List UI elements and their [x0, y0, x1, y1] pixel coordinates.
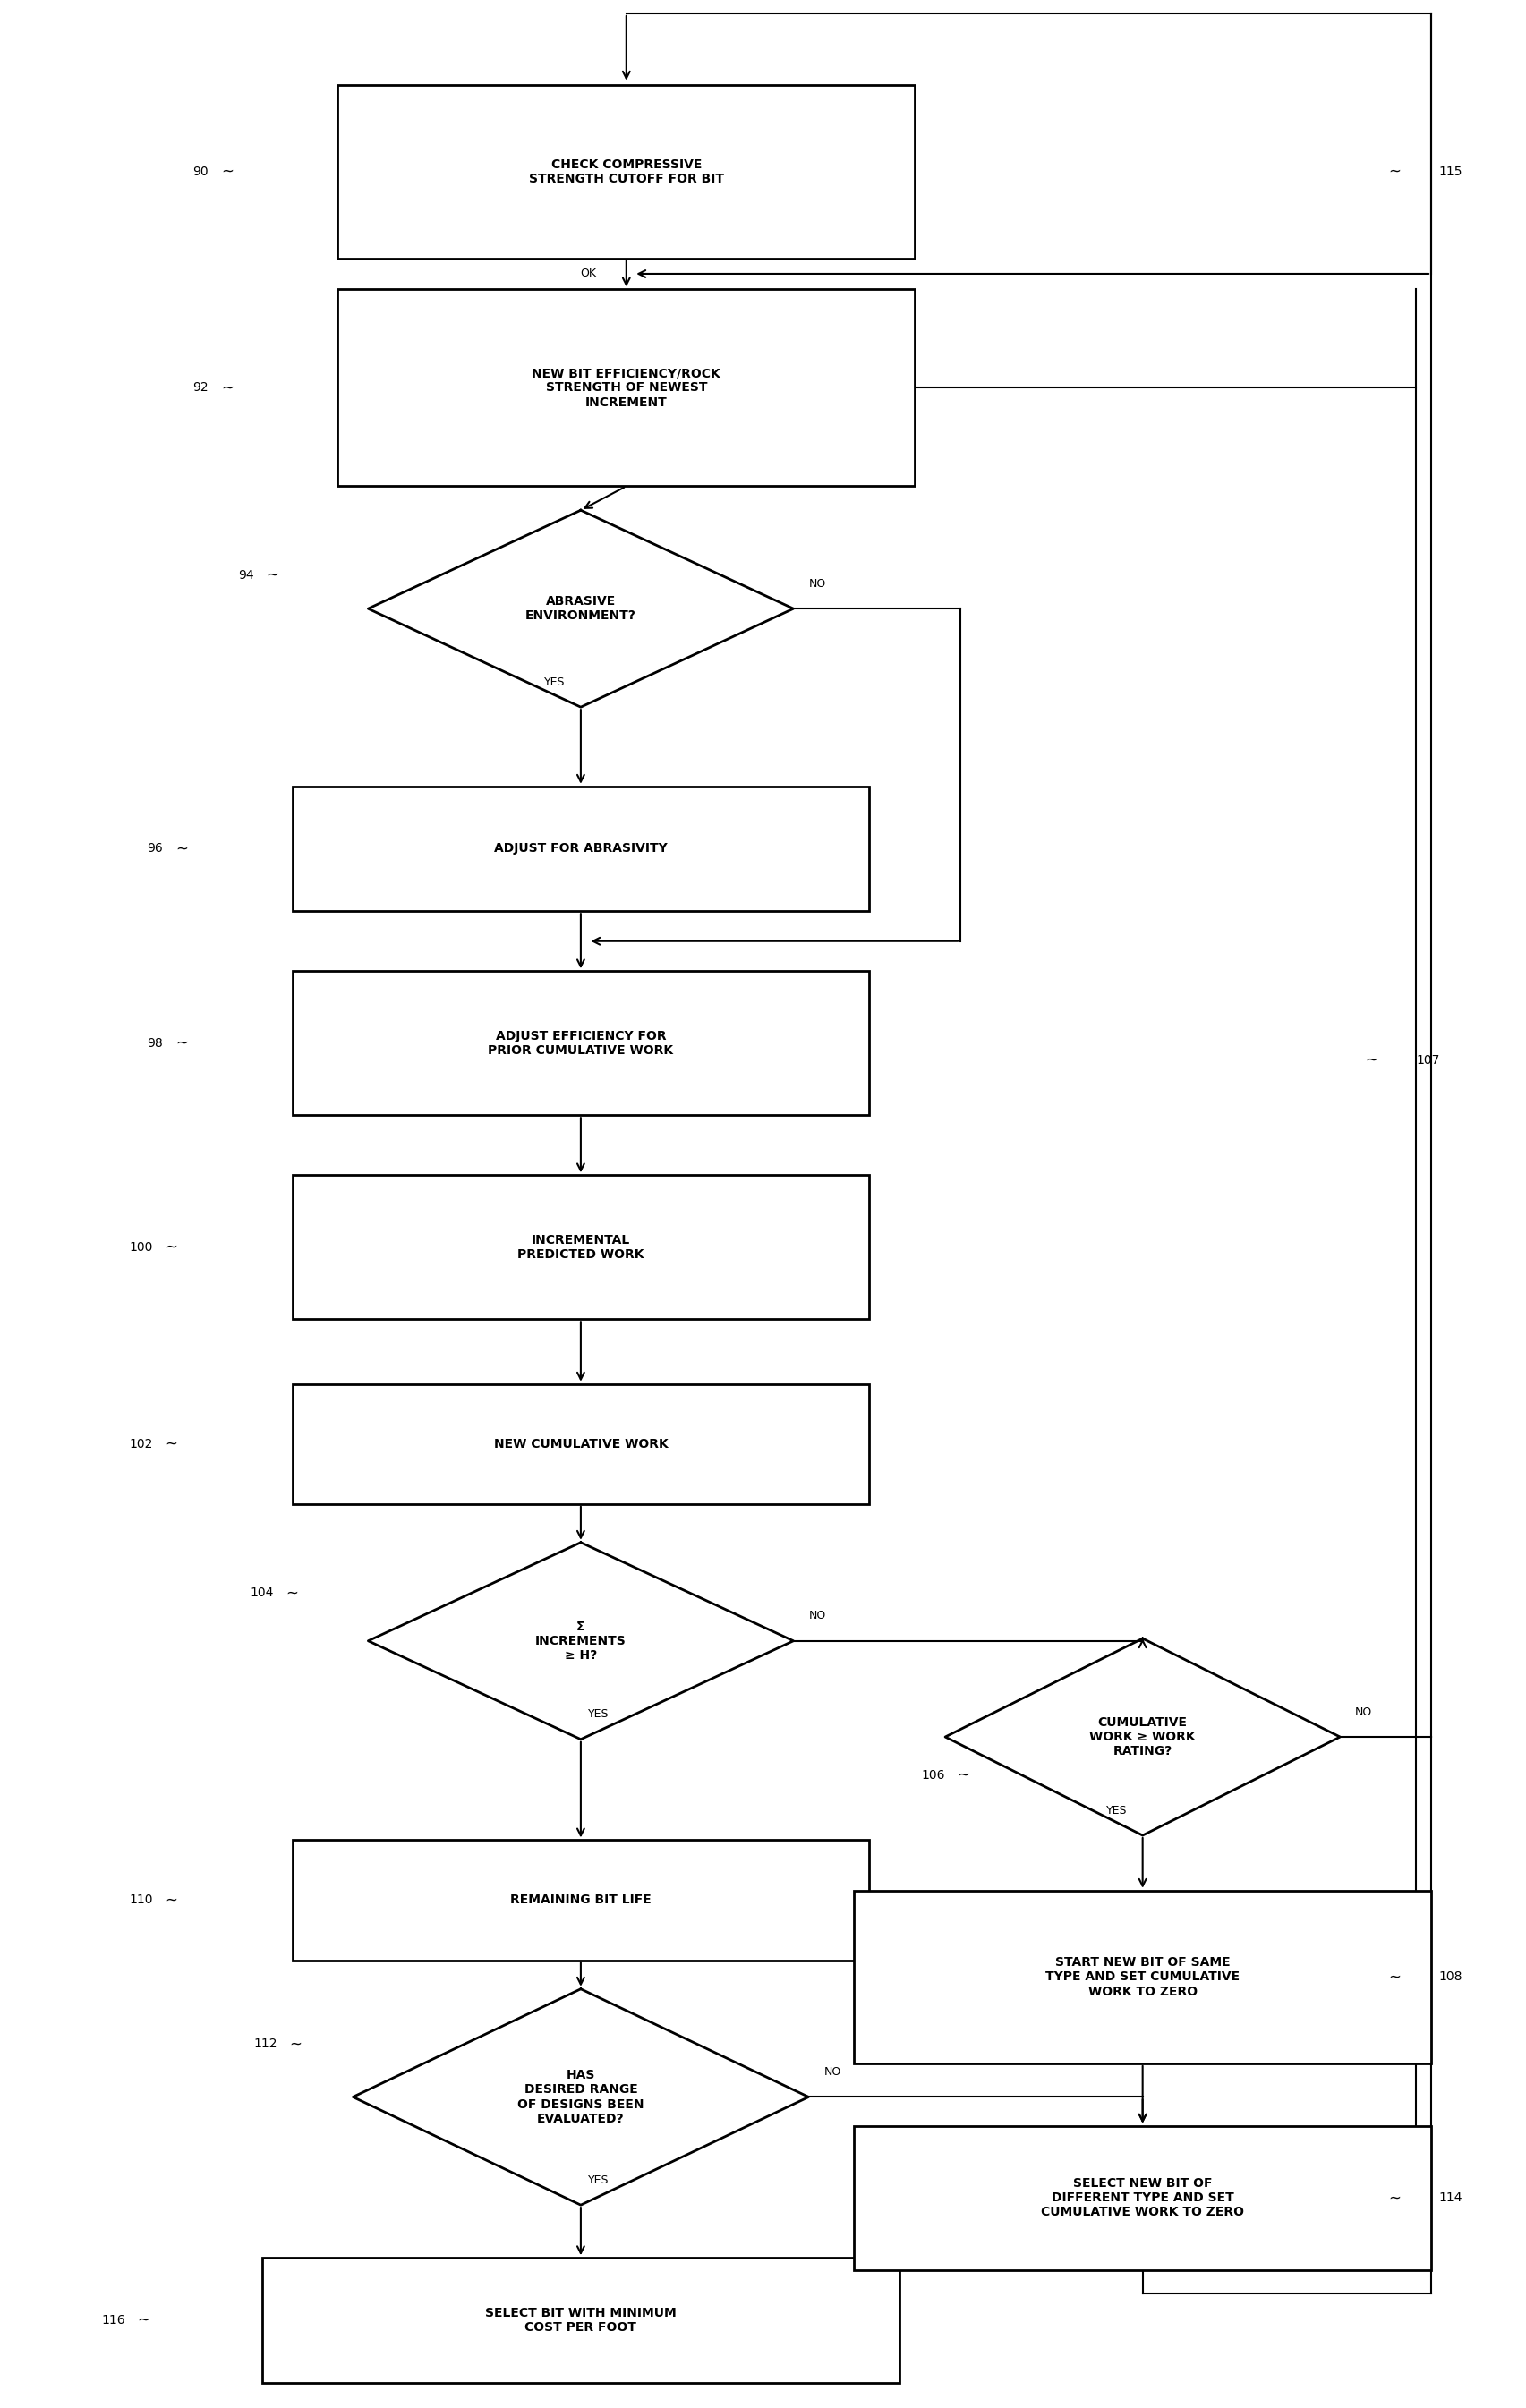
Text: SELECT NEW BIT OF
DIFFERENT TYPE AND SET
CUMULATIVE WORK TO ZERO: SELECT NEW BIT OF DIFFERENT TYPE AND SET… [1041, 2177, 1244, 2218]
Text: CUMULATIVE
WORK ≥ WORK
RATING?: CUMULATIVE WORK ≥ WORK RATING? [1090, 1717, 1196, 1758]
Text: ~: ~ [175, 840, 188, 857]
Polygon shape [945, 1637, 1340, 1835]
Text: 110: 110 [128, 1895, 153, 1907]
Text: 98: 98 [148, 1038, 163, 1050]
Text: ~: ~ [1389, 164, 1401, 181]
Text: 94: 94 [238, 568, 255, 580]
Text: 107: 107 [1416, 1055, 1439, 1067]
Text: START NEW BIT OF SAME
TYPE AND SET CUMULATIVE
WORK TO ZERO: START NEW BIT OF SAME TYPE AND SET CUMUL… [1045, 1955, 1239, 1999]
Text: YES: YES [589, 1710, 609, 1719]
FancyBboxPatch shape [855, 2126, 1431, 2271]
FancyBboxPatch shape [855, 1890, 1431, 2064]
FancyBboxPatch shape [262, 2259, 900, 2382]
Text: NO: NO [809, 1611, 826, 1621]
Text: ~: ~ [221, 380, 233, 395]
Text: ~: ~ [165, 1435, 177, 1452]
Text: 108: 108 [1439, 1970, 1462, 1984]
Text: NEW CUMULATIVE WORK: NEW CUMULATIVE WORK [493, 1438, 668, 1450]
Text: ~: ~ [957, 1767, 971, 1784]
Text: ~: ~ [175, 1035, 188, 1052]
Text: 100: 100 [128, 1240, 153, 1255]
Text: CHECK COMPRESSIVE
STRENGTH CUTOFF FOR BIT: CHECK COMPRESSIVE STRENGTH CUTOFF FOR BI… [530, 159, 723, 185]
Text: Σ
INCREMENTS
≥ H?: Σ INCREMENTS ≥ H? [536, 1621, 626, 1662]
Text: 112: 112 [253, 2037, 278, 2052]
Text: ~: ~ [1389, 1970, 1401, 1984]
Text: INCREMENTAL
PREDICTED WORK: INCREMENTAL PREDICTED WORK [517, 1233, 644, 1262]
Text: HAS
DESIRED RANGE
OF DESIGNS BEEN
EVALUATED?: HAS DESIRED RANGE OF DESIGNS BEEN EVALUA… [517, 2068, 644, 2124]
Text: NO: NO [809, 578, 826, 590]
Text: ~: ~ [165, 1240, 177, 1255]
Polygon shape [353, 1989, 809, 2206]
Text: ~: ~ [165, 1893, 177, 1907]
FancyBboxPatch shape [293, 970, 870, 1115]
FancyBboxPatch shape [293, 1175, 870, 1320]
Text: ADJUST EFFICIENCY FOR
PRIOR CUMULATIVE WORK: ADJUST EFFICIENCY FOR PRIOR CUMULATIVE W… [488, 1031, 673, 1057]
Text: ABRASIVE
ENVIRONMENT?: ABRASIVE ENVIRONMENT? [525, 595, 636, 621]
Text: YES: YES [589, 2174, 609, 2186]
Text: NO: NO [824, 2066, 841, 2078]
Text: 104: 104 [250, 1587, 275, 1599]
Text: REMAINING BIT LIFE: REMAINING BIT LIFE [510, 1895, 652, 1907]
Text: ~: ~ [1366, 1052, 1378, 1069]
FancyBboxPatch shape [337, 84, 916, 258]
Text: ~: ~ [267, 566, 279, 583]
Text: ADJUST FOR ABRASIVITY: ADJUST FOR ABRASIVITY [494, 843, 667, 855]
Text: NO: NO [1355, 1707, 1372, 1717]
Text: ~: ~ [287, 1584, 299, 1601]
FancyBboxPatch shape [293, 1840, 870, 1960]
Text: 114: 114 [1439, 2191, 1462, 2203]
Text: NEW BIT EFFICIENCY/ROCK
STRENGTH OF NEWEST
INCREMENT: NEW BIT EFFICIENCY/ROCK STRENGTH OF NEWE… [533, 366, 720, 409]
Text: 116: 116 [101, 2314, 125, 2326]
Text: ~: ~ [221, 164, 233, 181]
Text: YES: YES [1106, 1804, 1128, 1816]
Text: SELECT BIT WITH MINIMUM
COST PER FOOT: SELECT BIT WITH MINIMUM COST PER FOOT [485, 2307, 676, 2333]
Text: 102: 102 [128, 1438, 153, 1450]
FancyBboxPatch shape [337, 289, 916, 486]
Text: 92: 92 [192, 380, 209, 395]
Text: OK: OK [580, 267, 597, 279]
Text: 96: 96 [148, 843, 163, 855]
Text: ~: ~ [290, 2037, 302, 2052]
FancyBboxPatch shape [293, 787, 870, 910]
Text: 106: 106 [922, 1770, 945, 1782]
Text: YES: YES [545, 677, 566, 689]
Text: ~: ~ [137, 2312, 150, 2329]
Polygon shape [368, 1544, 794, 1739]
FancyBboxPatch shape [293, 1385, 870, 1505]
Text: 90: 90 [192, 166, 209, 178]
Text: ~: ~ [1389, 2189, 1401, 2206]
Text: 115: 115 [1439, 166, 1462, 178]
Polygon shape [368, 510, 794, 708]
